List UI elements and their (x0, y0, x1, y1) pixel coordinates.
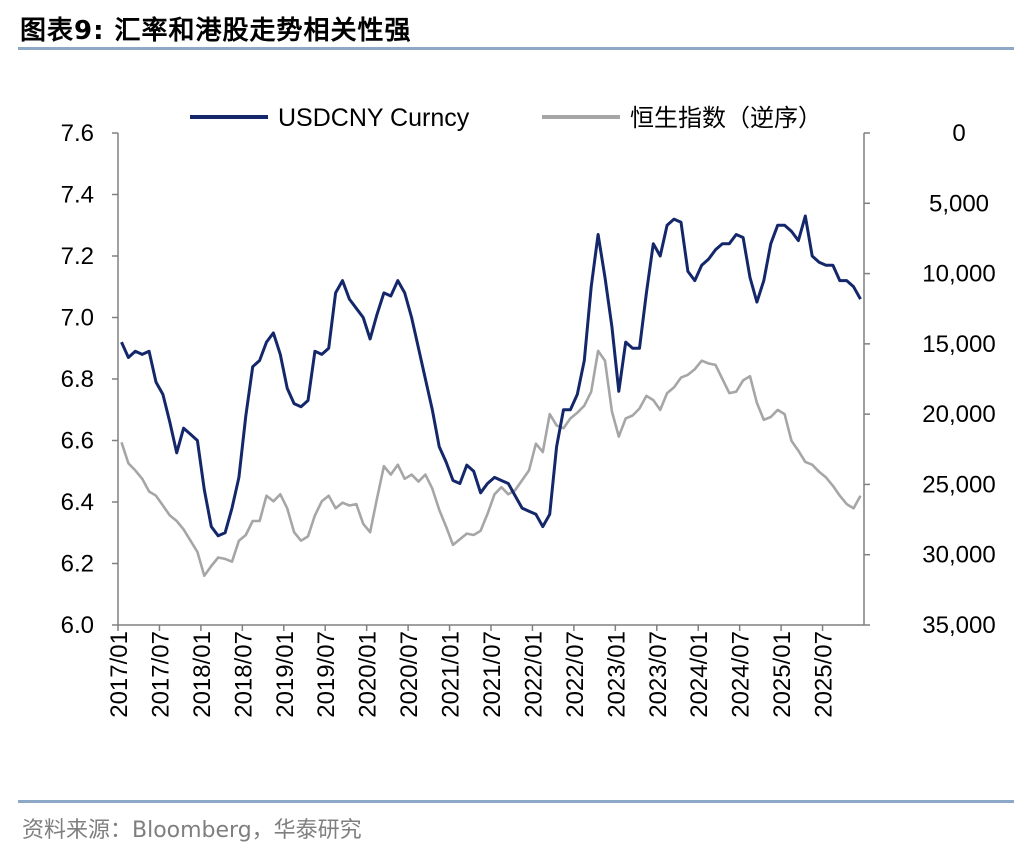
legend-label-hsi: 恒生指数（逆序） (630, 104, 822, 132)
x-tick-label: 2023/07 (645, 631, 672, 718)
x-tick-label: 2025/01 (769, 631, 796, 718)
y-left-tick-label: 7.4 (61, 182, 94, 209)
x-tick-label: 2019/01 (272, 631, 299, 718)
x-tick-label: 2019/07 (313, 631, 340, 718)
x-tick-label: 2020/01 (355, 631, 382, 718)
y-left-tick-label: 7.6 (61, 120, 94, 147)
figure-title: 图表9: 汇率和港股走势相关性强 (20, 16, 412, 46)
x-tick-label: 2021/01 (438, 631, 465, 718)
y-right-tick-label: 25,000 (922, 471, 995, 498)
y-left-tick-label: 7.0 (61, 305, 94, 332)
x-tick-label: 2017/01 (106, 631, 133, 718)
series-layer (120, 214, 862, 578)
x-tick-label: 2018/07 (230, 631, 257, 718)
y-right-tick-label: 15,000 (922, 331, 995, 358)
y-left-tick-label: 6.8 (61, 366, 94, 393)
x-tick-label: 2023/01 (603, 631, 630, 718)
x-tick-label: 2024/01 (686, 631, 713, 718)
x-tick-label: 2022/01 (520, 631, 547, 718)
y-right-tick-label: 30,000 (922, 542, 995, 569)
y-left-tick-label: 6.4 (61, 489, 94, 516)
x-tick-label: 2021/07 (479, 631, 506, 718)
x-tick-label: 2017/07 (147, 631, 174, 718)
y-right-tick-label: 20,000 (922, 401, 995, 428)
series-line-usdcny (120, 214, 862, 538)
y-right-tick-label: 5,000 (929, 190, 989, 217)
x-tick-label: 2022/07 (562, 631, 589, 718)
chart: 6.0 6.2 6.4 6.6 6.8 7.0 7.2 7.4 7.6 0 5,000 10,000 1… (61, 104, 996, 718)
legend: USDCNY Curncy 恒生指数（逆序） (190, 104, 822, 132)
x-tick-label: 2018/01 (189, 631, 216, 718)
axes-layer: 6.0 6.2 6.4 6.6 6.8 7.0 7.2 7.4 7.6 0 5,000 10,000 1… (61, 120, 996, 718)
y-left-tick-label: 7.2 (61, 243, 94, 270)
y-right-tick-label: 35,000 (922, 612, 995, 639)
x-tick-label: 2025/07 (811, 631, 838, 718)
x-tick-label: 2020/07 (396, 631, 423, 718)
legend-label-usdcny: USDCNY Curncy (278, 104, 470, 132)
y-right-tick-label: 10,000 (922, 261, 995, 288)
x-tick-label: 2024/07 (728, 631, 755, 718)
source-divider (18, 800, 1014, 803)
title-divider (18, 47, 1014, 50)
source-note: 资料来源：Bloomberg，华泰研究 (22, 818, 362, 843)
y-left-tick-label: 6.0 (61, 612, 94, 639)
y-left-tick-label: 6.2 (61, 551, 94, 578)
y-left-tick-label: 6.6 (61, 428, 94, 455)
series-line-hsi (120, 349, 862, 578)
y-right-tick-label: 0 (952, 120, 965, 147)
